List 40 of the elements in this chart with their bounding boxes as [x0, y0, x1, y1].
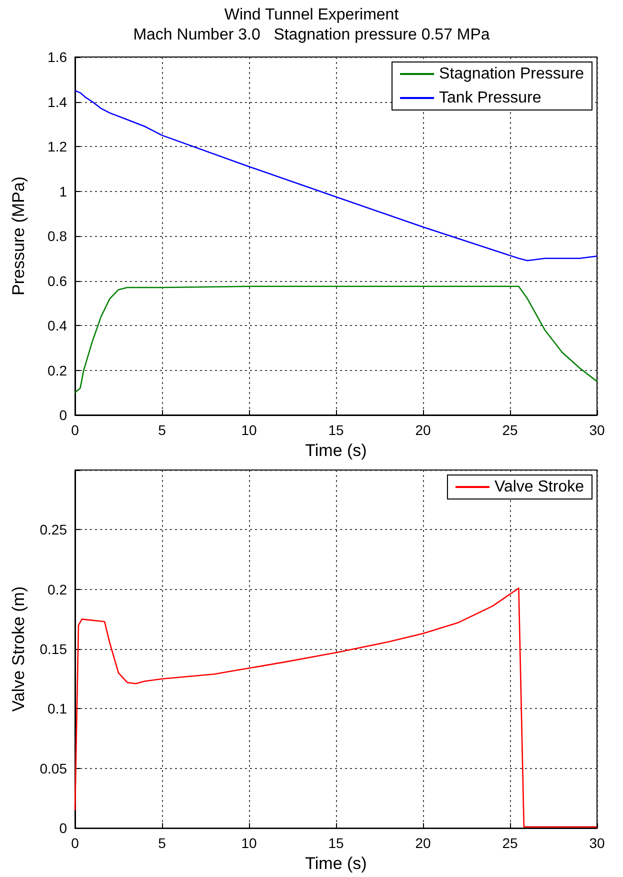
y-axis-title: Valve Stroke (m)	[9, 586, 28, 712]
x-tick-label: 25	[502, 835, 518, 852]
y-tick-label: 1.6	[48, 49, 68, 65]
line-series	[74, 286, 598, 394]
x-tick-label: 10	[241, 422, 257, 438]
y-tick-label: 0	[59, 407, 68, 423]
x-tick-label: 30	[589, 422, 605, 438]
y-tick-label: 0.1	[48, 700, 68, 717]
x-axis-title: Time (s)	[305, 440, 367, 460]
legend-label: Valve Stroke	[494, 478, 584, 496]
y-tick-label: 1.4	[48, 94, 68, 110]
y-tick-label: 1.2	[48, 138, 68, 154]
y-tick-label: 0.15	[40, 641, 68, 658]
y-tick-label: 0.25	[40, 522, 68, 538]
y-tick-label: 0	[59, 820, 68, 836]
x-tick-label: 15	[328, 835, 344, 852]
y-tick-label: 0.05	[40, 760, 68, 776]
y-tick-label: 0.8	[48, 228, 68, 244]
y-tick-label: 0.6	[48, 272, 68, 289]
x-tick-label: 5	[158, 422, 166, 438]
y-axis-title: Pressure (MPa)	[9, 176, 28, 296]
y-tick-label: 1	[59, 183, 68, 200]
y-tick-label: 0.2	[48, 581, 68, 598]
x-tick-label: 10	[241, 835, 257, 852]
x-tick-label: 25	[502, 422, 518, 438]
x-tick-label: 0	[71, 422, 80, 438]
x-tick-label: 20	[415, 422, 431, 438]
y-tick-label: 0.2	[48, 362, 68, 378]
y-tick-label: 0.4	[48, 318, 68, 334]
line-series	[74, 90, 598, 262]
x-axis-title: Time (s)	[305, 854, 367, 873]
x-tick-label: 5	[158, 835, 166, 852]
legend-label: Stagnation Pressure	[439, 66, 584, 82]
x-tick-label: 30	[589, 835, 605, 852]
chart-subtitle: Mach Number 3.0 Stagnation pressure 0.57 MPa	[133, 26, 490, 44]
x-tick-label: 20	[415, 835, 431, 852]
x-tick-label: 15	[328, 422, 344, 438]
chart-title: Wind Tunnel Experiment	[224, 6, 400, 24]
legend-label: Tank Pressure	[439, 90, 542, 106]
x-tick-label: 0	[71, 835, 80, 852]
